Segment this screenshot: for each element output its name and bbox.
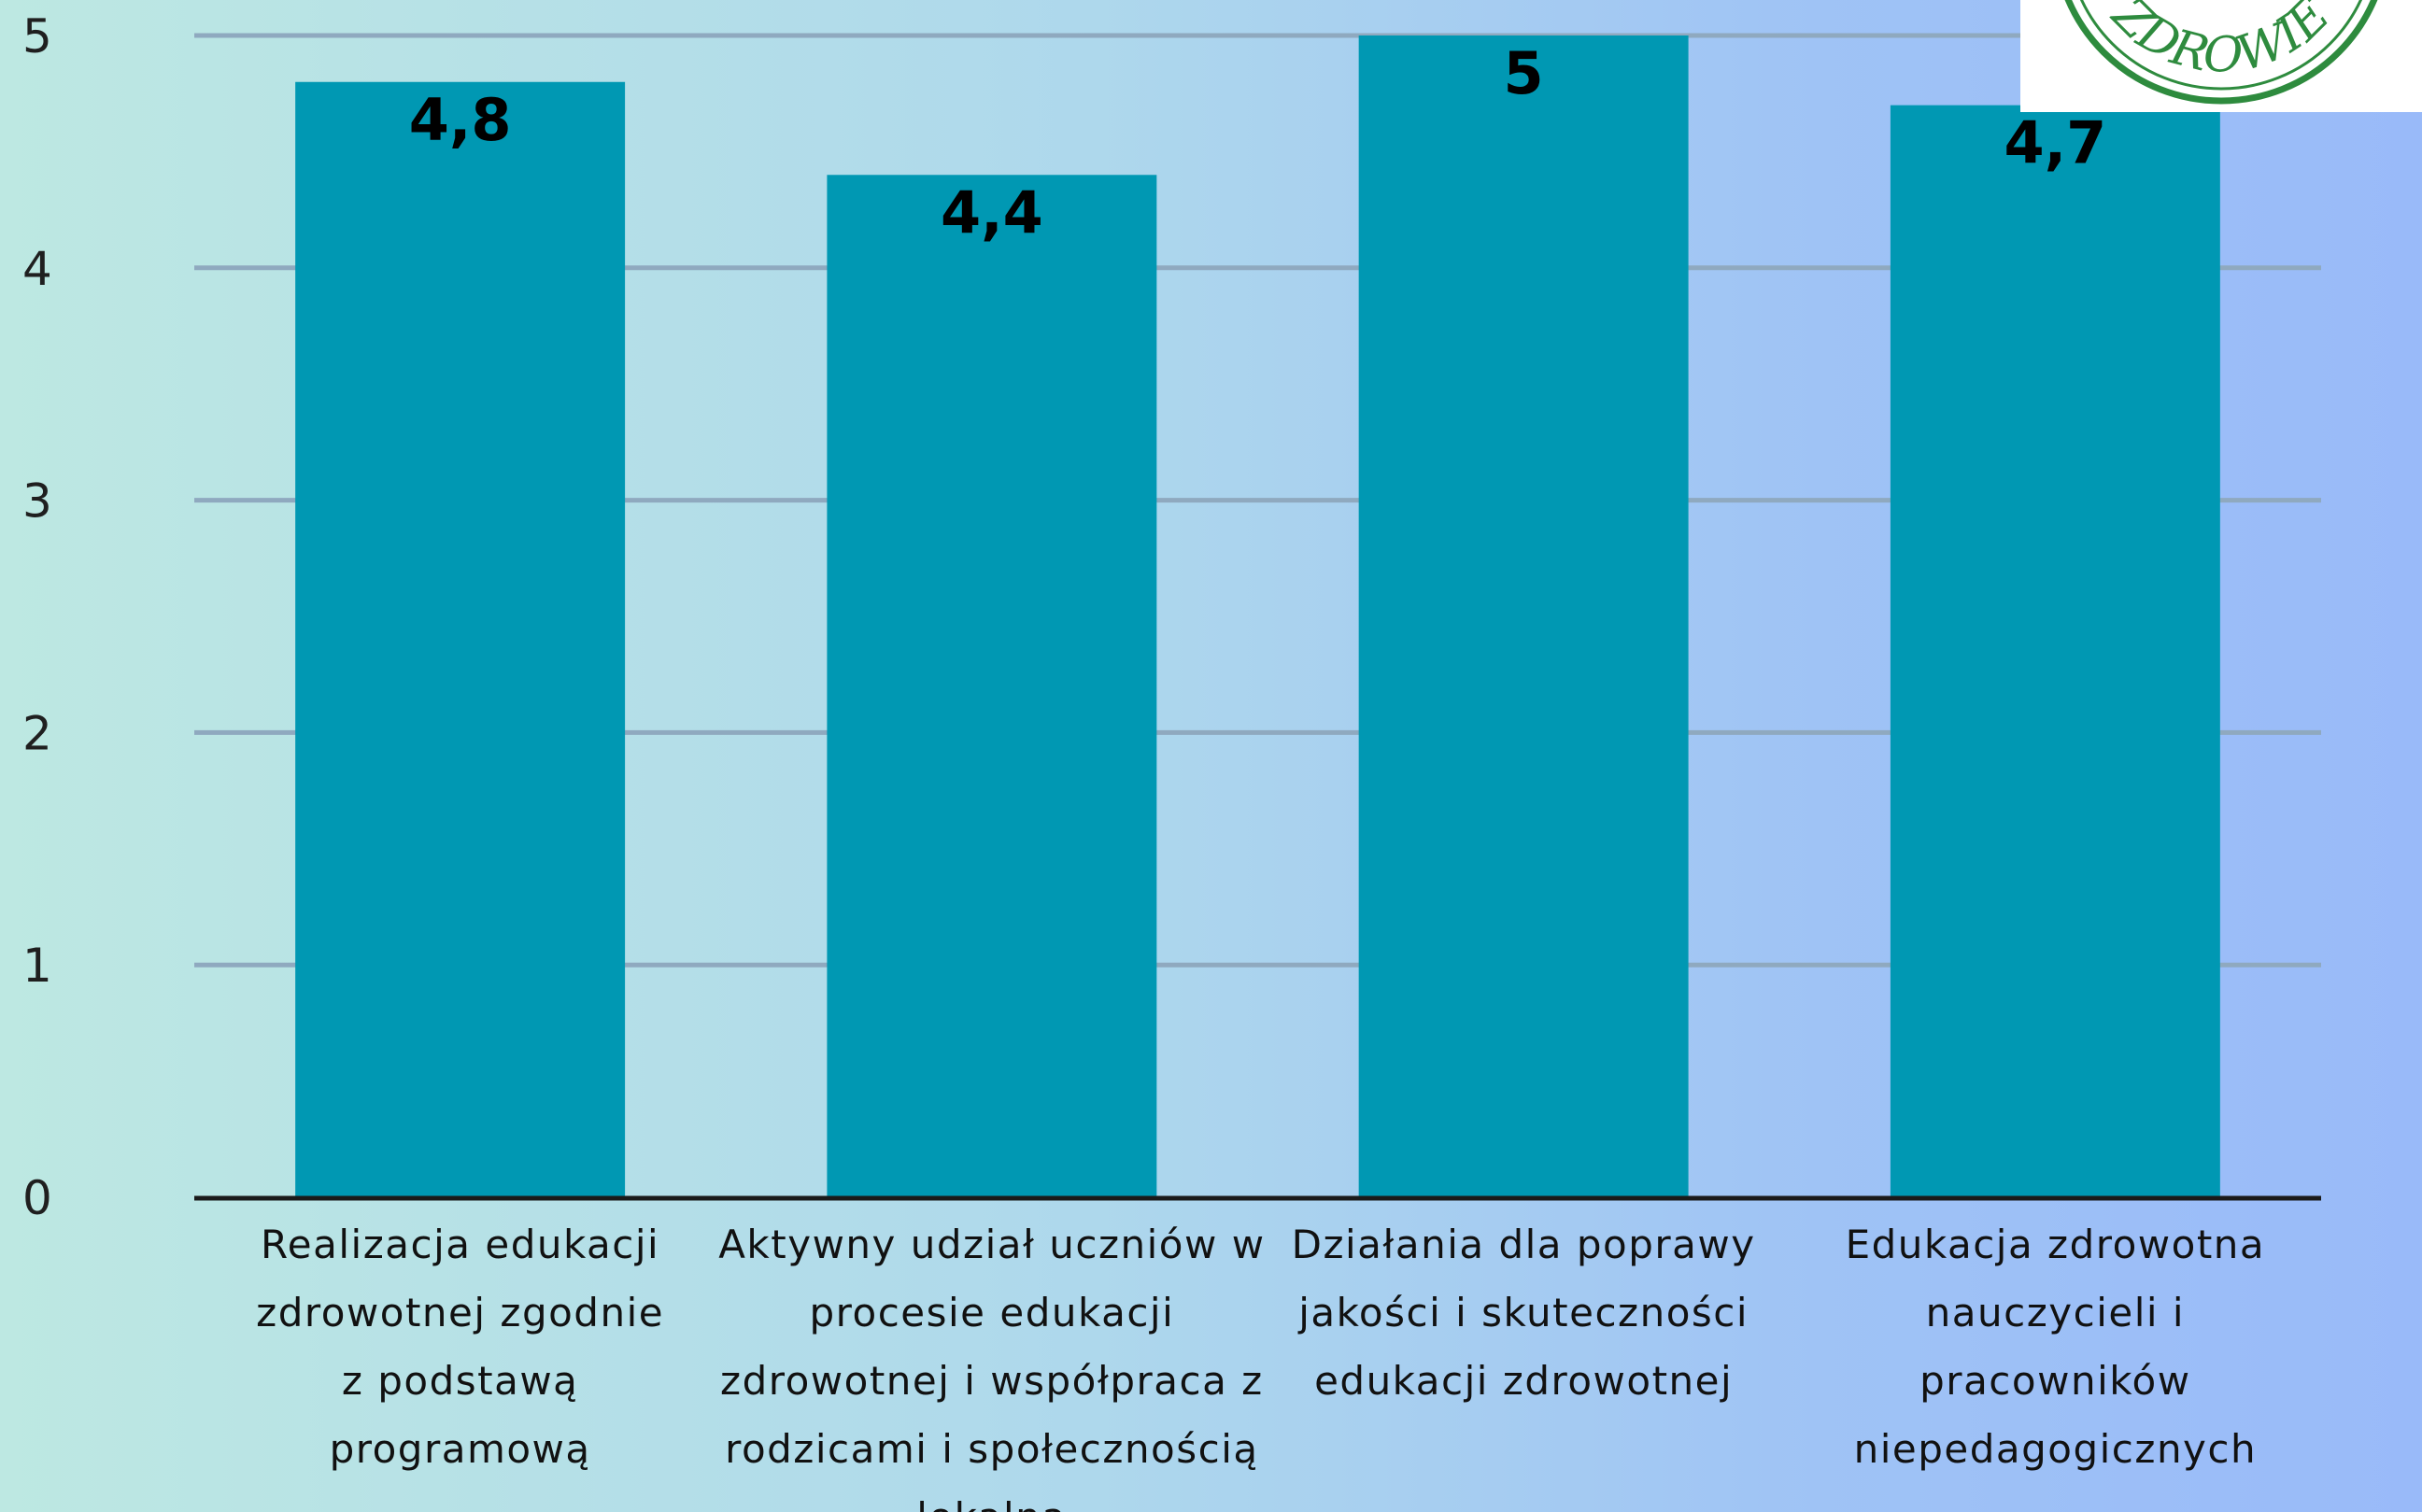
y-tick-label: 5 [22, 9, 52, 64]
x-tick-label-line: programową [330, 1426, 591, 1472]
x-tick-label-line: nauczycieli i [1926, 1290, 2185, 1335]
x-tick-label-line: jakości i skuteczności [1297, 1290, 1749, 1335]
x-tick-label-line: Aktywny udział uczniów w [718, 1222, 1265, 1267]
logo-badge: ZDROWIE [2020, 0, 2422, 112]
bars [295, 35, 2220, 1197]
logo-text: ZDROWIE [2101, 0, 2342, 83]
y-tick-label: 3 [22, 474, 52, 529]
y-tick-label: 1 [22, 939, 52, 993]
x-tick-label: Aktywny udział uczniów w procesie edukacj… [718, 1222, 1265, 1512]
bar [295, 81, 626, 1197]
y-axis-ticks: 0 1 2 3 4 5 [22, 9, 52, 1225]
x-tick-label-line: niepedagogicznych [1854, 1426, 2258, 1472]
y-tick-label: 2 [22, 706, 52, 760]
x-tick-label-line: Realizacja edukacji [261, 1222, 659, 1267]
x-tick-label-line: Edukacja zdrowotna [1846, 1222, 2266, 1267]
x-tick-label: Działania dla poprawy jakości i skuteczno… [1292, 1222, 1756, 1404]
bar [827, 175, 1157, 1197]
x-tick-label: Realizacja edukacji zdrowotnej zgodnie z p… [256, 1222, 664, 1472]
data-label: 5 [1504, 39, 1544, 107]
x-tick-label-line: edukacji zdrowotnej [1314, 1358, 1733, 1404]
y-tick-label: 4 [22, 242, 52, 296]
x-tick-label-line: rodzicami i społecznością [725, 1426, 1259, 1472]
data-label: 4,8 [409, 86, 512, 154]
data-label: 4,4 [941, 178, 1043, 247]
bar [1890, 105, 2220, 1197]
x-tick-label-line: pracowników [1919, 1358, 2190, 1404]
bar [1358, 35, 1689, 1197]
x-tick-label-line: zdrowotnej i współpraca z [720, 1358, 1264, 1404]
x-tick-label: Edukacja zdrowotna nauczycieli i pracownik… [1846, 1222, 2266, 1472]
y-tick-label: 0 [22, 1171, 52, 1225]
x-axis-labels: Realizacja edukacji zdrowotnej zgodnie z p… [256, 1222, 2266, 1512]
x-tick-label-line: procesie edukacji [810, 1290, 1175, 1335]
x-tick-label-line: zdrowotnej zgodnie [256, 1290, 664, 1335]
data-label: 4,7 [2004, 109, 2106, 177]
x-tick-label-line: z podstawą [342, 1358, 579, 1404]
x-tick-label-line: Działania dla poprawy [1292, 1222, 1756, 1267]
data-labels: 4,8 4,4 5 4,7 [409, 39, 2107, 247]
x-tick-label-line: lokalną [916, 1494, 1067, 1512]
